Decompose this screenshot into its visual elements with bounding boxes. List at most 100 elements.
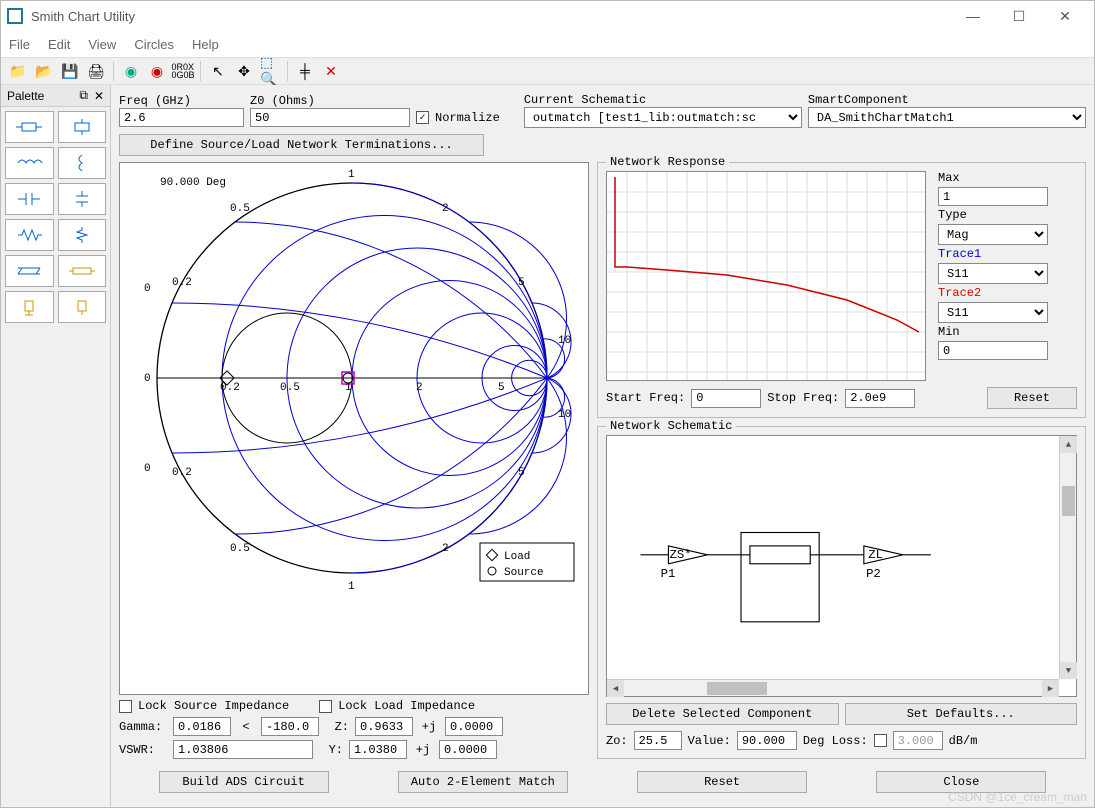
z0-input[interactable] <box>250 108 410 127</box>
smartcomponent-select[interactable]: DA_SmithChartMatch1 <box>808 107 1086 128</box>
schematic-canvas[interactable]: ZS* P1 ZL <box>606 435 1077 697</box>
trace2-select[interactable]: S11 <box>938 302 1048 323</box>
palette-close-icon[interactable]: ✕ <box>94 89 104 103</box>
degloss-input <box>893 731 943 750</box>
toolbar-zoom-icon[interactable]: ⬚🔍 <box>259 60 281 82</box>
freq-input[interactable] <box>119 108 244 127</box>
toolbar-grid-icon[interactable]: 0R0X0G0B <box>172 60 194 82</box>
svg-text:2: 2 <box>442 203 449 215</box>
degloss-checkbox[interactable] <box>874 734 887 747</box>
svg-text:0.2: 0.2 <box>172 467 192 479</box>
toolbar-globe-green-icon[interactable]: ◉ <box>120 60 142 82</box>
palette-item-11[interactable] <box>5 291 54 323</box>
menu-edit[interactable]: Edit <box>48 37 70 52</box>
menu-circles[interactable]: Circles <box>134 37 174 52</box>
stopfreq-input[interactable] <box>845 389 915 408</box>
lock-source-checkbox[interactable] <box>119 700 132 713</box>
svg-text:10: 10 <box>558 335 571 347</box>
type-select[interactable]: Mag <box>938 224 1048 245</box>
schematic-vscroll[interactable]: ▲ ▼ <box>1059 436 1076 679</box>
min-input[interactable] <box>938 341 1048 360</box>
svg-text:0.5: 0.5 <box>280 382 300 394</box>
startfreq-input[interactable] <box>691 389 761 408</box>
svg-text:1: 1 <box>348 581 355 593</box>
palette-item-4[interactable] <box>58 147 107 179</box>
palette-panel: Palette ⧉ ✕ <box>1 85 111 807</box>
toolbar-open-icon[interactable]: 📂 <box>33 60 55 82</box>
palette-item-7[interactable] <box>5 219 54 251</box>
palette-item-9[interactable] <box>5 255 54 287</box>
toolbar-folder-icon[interactable]: 📁 <box>7 60 29 82</box>
trace1-select[interactable]: S11 <box>938 263 1048 284</box>
palette-undock-icon[interactable]: ⧉ <box>79 88 88 103</box>
z-real-input[interactable] <box>355 717 413 736</box>
response-reset-button[interactable]: Reset <box>987 387 1077 409</box>
z-imag-input[interactable] <box>445 717 503 736</box>
auto-match-button[interactable]: Auto 2-Element Match <box>398 771 568 793</box>
palette-item-1[interactable] <box>5 111 54 143</box>
menu-help[interactable]: Help <box>192 37 219 52</box>
network-schematic-title: Network Schematic <box>606 419 736 433</box>
toolbar-cursor-icon[interactable]: ↖ <box>207 60 229 82</box>
trace2-label: Trace2 <box>938 286 1048 300</box>
toolbar-print-icon[interactable]: 🖨 <box>85 60 107 82</box>
svg-text:P2: P2 <box>866 567 881 581</box>
app-icon <box>7 8 23 24</box>
close-button[interactable]: ✕ <box>1042 2 1088 30</box>
svg-text:Load: Load <box>504 551 530 563</box>
vswr-input[interactable] <box>173 740 313 759</box>
menu-file[interactable]: File <box>9 37 30 52</box>
toolbar-axis-icon[interactable]: ╪ <box>294 60 316 82</box>
menu-view[interactable]: View <box>88 37 116 52</box>
plusj-2: +j <box>413 743 433 757</box>
svg-text:0: 0 <box>144 463 151 475</box>
plusj-1: +j <box>419 720 439 734</box>
maximize-button[interactable]: ☐ <box>996 2 1042 30</box>
gamma-ang-input[interactable] <box>261 717 319 736</box>
smartcomponent-label: SmartComponent <box>808 93 1086 107</box>
svg-text:90.000 Deg: 90.000 Deg <box>160 177 226 189</box>
toolbar-globe-red-icon[interactable]: ◉ <box>146 60 168 82</box>
svg-text:5: 5 <box>498 382 505 394</box>
palette-item-3[interactable] <box>5 147 54 179</box>
value-input[interactable] <box>737 731 797 750</box>
palette-item-10[interactable] <box>58 255 107 287</box>
build-circuit-button[interactable]: Build ADS Circuit <box>159 771 329 793</box>
svg-text:Source: Source <box>504 567 544 579</box>
normalize-checkbox[interactable]: ✓ <box>416 111 429 124</box>
svg-text:0: 0 <box>144 283 151 295</box>
toolbar-delete-icon[interactable]: ✕ <box>320 60 342 82</box>
y-real-input[interactable] <box>349 740 407 759</box>
y-imag-input[interactable] <box>439 740 497 759</box>
palette-item-2[interactable] <box>58 111 107 143</box>
palette-item-5[interactable] <box>5 183 54 215</box>
minimize-button[interactable]: — <box>950 2 996 30</box>
palette-title: Palette <box>7 89 79 103</box>
value-label: Value: <box>688 734 731 748</box>
close-button-bottom[interactable]: Close <box>876 771 1046 793</box>
delete-component-button[interactable]: Delete Selected Component <box>606 703 839 725</box>
network-response-group: Network Response M <box>597 162 1086 418</box>
gamma-mag-input[interactable] <box>173 717 231 736</box>
set-defaults-button[interactable]: Set Defaults... <box>845 703 1078 725</box>
toolbar-move-icon[interactable]: ✥ <box>233 60 255 82</box>
schematic-hscroll[interactable]: ◀ ▶ <box>607 679 1059 696</box>
palette-item-6[interactable] <box>58 183 107 215</box>
define-terminations-button[interactable]: Define Source/Load Network Terminations.… <box>119 134 484 156</box>
palette-item-8[interactable] <box>58 219 107 251</box>
smith-chart[interactable]: 90.000 Deg 1 1 0 10 10 0.2 0.5 1 2 5 <box>119 162 589 695</box>
network-response-title: Network Response <box>606 155 729 169</box>
zo-input[interactable] <box>634 731 682 750</box>
svg-text:ZL: ZL <box>868 548 883 562</box>
window-title: Smith Chart Utility <box>31 9 950 24</box>
lock-load-checkbox[interactable] <box>319 700 332 713</box>
palette-item-12[interactable] <box>58 291 107 323</box>
max-input[interactable] <box>938 187 1048 206</box>
smith-panel: 90.000 Deg 1 1 0 10 10 0.2 0.5 1 2 5 <box>119 162 589 759</box>
dbm-label: dB/m <box>949 734 978 748</box>
toolbar-save-icon[interactable]: 💾 <box>59 60 81 82</box>
reset-button[interactable]: Reset <box>637 771 807 793</box>
svg-text:0.2: 0.2 <box>172 277 192 289</box>
gamma-label: Gamma: <box>119 720 167 734</box>
current-schematic-select[interactable]: outmatch [test1_lib:outmatch:sc <box>524 107 802 128</box>
